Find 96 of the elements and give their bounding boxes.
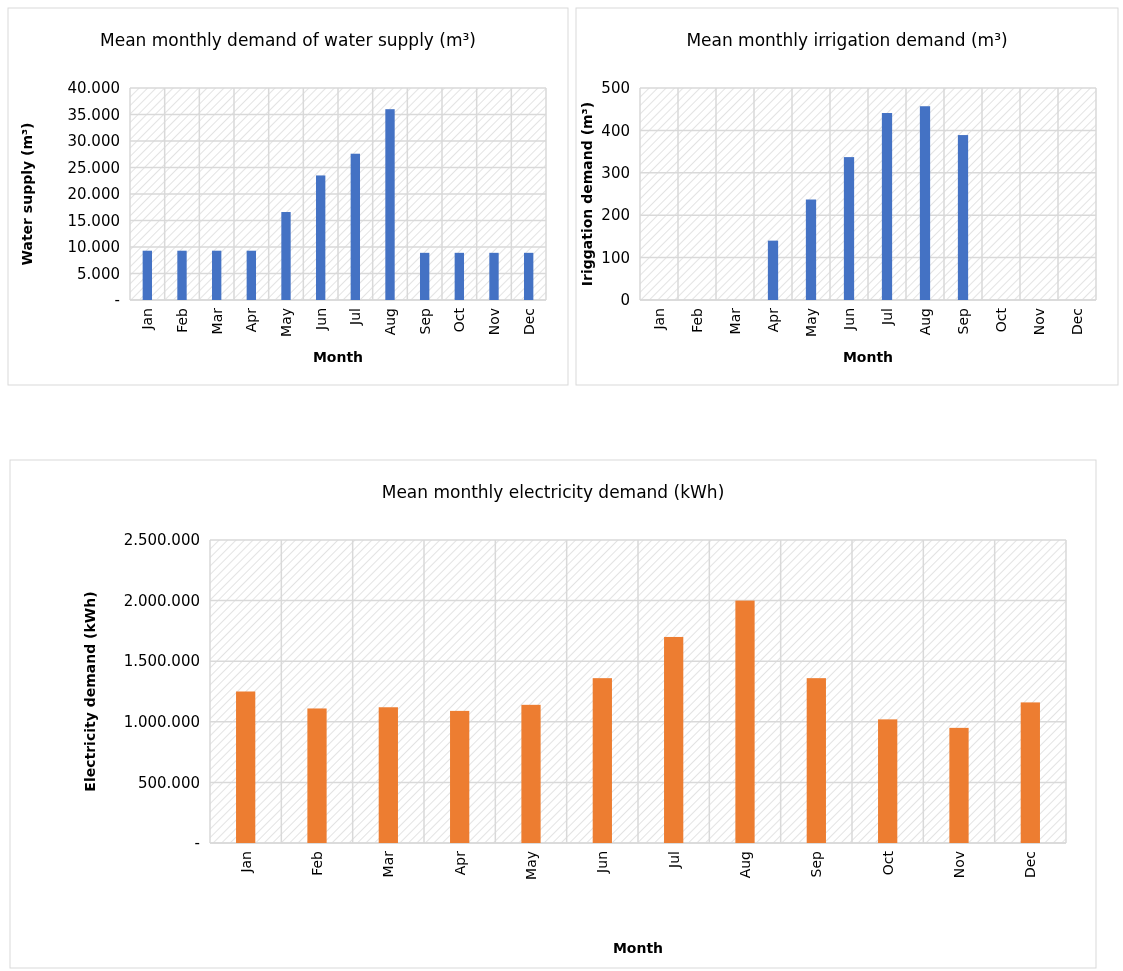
y-axis-title: Water supply (m³): [19, 122, 35, 266]
x-tick-label: Aug: [916, 308, 933, 336]
x-axis-title: Month: [842, 349, 894, 365]
bar: [919, 106, 931, 300]
x-tick-label: Jan: [650, 308, 667, 331]
x-tick-label: May: [802, 308, 819, 337]
x-tick-label: Oct: [879, 850, 896, 876]
x-tick-label: Oct: [451, 307, 468, 333]
bar: [142, 250, 153, 300]
x-tick-label: Dec: [520, 308, 537, 336]
y-tick-label: -: [194, 834, 200, 853]
bar: [957, 135, 969, 300]
y-tick-label: 100: [601, 248, 630, 267]
x-tick-label: Apr: [243, 307, 260, 333]
bar: [806, 678, 826, 843]
x-tick-label: Jun: [594, 851, 611, 874]
x-tick-label: Sep: [954, 307, 971, 335]
bar: [767, 240, 779, 300]
x-tick-label: Jun: [840, 308, 857, 331]
x-tick-label: Mar: [726, 307, 743, 335]
y-tick-label: 1.000.000: [123, 713, 200, 732]
y-tick-label: 20.000: [67, 185, 120, 204]
bar: [1020, 702, 1040, 843]
chart-title: Mean monthly irrigation demand (m³): [686, 30, 1008, 50]
y-tick-label: 10.000: [67, 238, 120, 257]
x-tick-label: Aug: [736, 851, 753, 879]
bar: [236, 691, 256, 843]
x-tick-label: Mar: [380, 850, 397, 878]
x-tick-label: Feb: [173, 307, 190, 333]
bar: [177, 250, 187, 300]
x-tick-label: Feb: [308, 850, 325, 876]
x-tick-label: Dec: [1068, 308, 1085, 336]
bar: [378, 707, 398, 843]
x-tick-label: Apr: [451, 850, 468, 876]
y-tick-label: 40.000: [67, 79, 120, 98]
bar: [350, 153, 361, 300]
bar: [592, 678, 612, 843]
y-tick-label: 25.000: [67, 158, 120, 177]
chart-title: Mean monthly demand of water supply (m³): [100, 30, 476, 50]
y-axis-title: Electricity demand (kWh): [82, 591, 98, 792]
bar: [489, 252, 499, 300]
bar: [450, 710, 470, 843]
y-tick-label: 5.000: [77, 264, 120, 283]
x-tick-label: Oct: [992, 307, 1009, 333]
x-tick-label: May: [277, 308, 294, 337]
bar: [419, 252, 430, 300]
bar: [949, 727, 969, 843]
bar: [211, 250, 222, 300]
y-tick-label: -: [114, 291, 120, 310]
x-tick-label: Sep: [808, 850, 825, 878]
bar: [454, 252, 465, 300]
bar: [315, 175, 326, 300]
bar: [664, 636, 684, 843]
x-tick-label: Nov: [485, 308, 502, 336]
bar: [521, 704, 541, 843]
x-tick-label: May: [522, 851, 539, 880]
y-tick-label: 2.000.000: [123, 591, 200, 610]
x-tick-label: Jul: [878, 308, 895, 326]
chart-title: Mean monthly electricity demand (kWh): [381, 482, 725, 502]
y-tick-label: 35.000: [67, 105, 120, 124]
bar: [843, 157, 855, 300]
x-axis-title: Month: [612, 940, 664, 956]
bar: [878, 719, 898, 843]
x-tick-label: Nov: [950, 851, 967, 879]
x-tick-label: Nov: [1030, 308, 1047, 336]
bar: [307, 708, 327, 843]
bar: [385, 109, 395, 300]
bar: [805, 199, 817, 300]
x-tick-label: Mar: [208, 307, 225, 335]
y-tick-label: 200: [601, 206, 630, 225]
x-tick-label: Jun: [312, 308, 329, 331]
y-tick-label: 300: [601, 164, 630, 183]
bar: [281, 212, 291, 300]
bar: [246, 250, 257, 300]
y-tick-label: 500: [601, 79, 630, 98]
y-tick-label: 500.000: [137, 773, 200, 792]
y-tick-label: 400: [601, 121, 630, 140]
x-tick-label: Feb: [688, 307, 705, 333]
x-tick-label: Jan: [237, 851, 254, 874]
y-tick-label: 1.500.000: [123, 652, 200, 671]
x-tick-label: Sep: [416, 307, 433, 335]
x-tick-label: Jul: [665, 851, 682, 869]
y-tick-label: 2.500.000: [123, 531, 200, 550]
bar: [881, 113, 893, 300]
bar: [523, 252, 534, 300]
y-tick-label: 0: [620, 291, 630, 310]
x-tick-label: Jul: [347, 308, 364, 326]
y-tick-label: 30.000: [67, 132, 120, 151]
x-tick-label: Apr: [764, 307, 781, 333]
x-tick-label: Jan: [139, 308, 156, 331]
x-tick-label: Dec: [1022, 851, 1039, 879]
y-tick-label: 15.000: [67, 211, 120, 230]
y-axis-title: Iriggation demand (m³): [579, 101, 595, 287]
bar: [735, 600, 755, 843]
x-axis-title: Month: [312, 349, 364, 365]
x-tick-label: Aug: [381, 308, 398, 336]
